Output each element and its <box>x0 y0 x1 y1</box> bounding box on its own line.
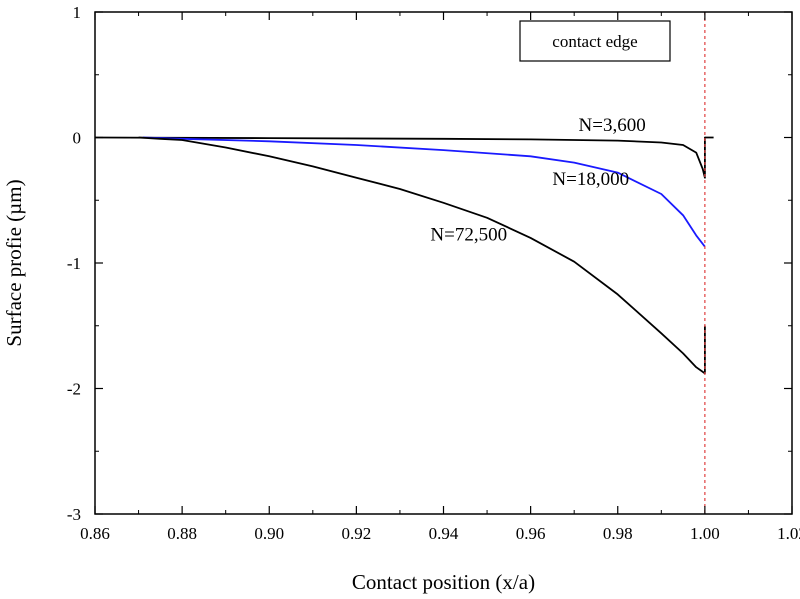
series-label-2: N=18,000 <box>552 169 629 190</box>
legend-box <box>519 20 671 62</box>
x-tick-label: 0.90 <box>254 524 284 543</box>
y-tick-label: 0 <box>73 129 82 148</box>
x-tick-label: 1.02 <box>777 524 800 543</box>
plot-frame-group <box>94 11 793 515</box>
y-tick-label: -3 <box>67 505 81 524</box>
y-tick-label: -2 <box>67 380 81 399</box>
legend-group: contact edge <box>519 20 671 62</box>
series-line-2 <box>142 136 706 248</box>
x-axis-title: Contact position (x/a) <box>352 570 535 594</box>
plot-frame <box>94 11 793 515</box>
x-tick-label: 0.86 <box>80 524 110 543</box>
x-tick-label: 0.92 <box>342 524 372 543</box>
x-tick-label: 1.00 <box>690 524 720 543</box>
y-tick-label: -1 <box>67 254 81 273</box>
y-axis-title: Surface profie (µm) <box>2 179 26 346</box>
x-tick-label: 0.96 <box>516 524 546 543</box>
x-tick-label: 0.98 <box>603 524 633 543</box>
series-group <box>94 136 714 375</box>
series-label-3: N=72,500 <box>430 224 507 245</box>
y-tick-label: 1 <box>73 3 82 22</box>
x-tick-label: 0.88 <box>167 524 197 543</box>
series-label-1: N=3,600 <box>579 115 646 136</box>
ticks-group <box>94 11 793 515</box>
series-line-3 <box>138 136 706 375</box>
x-tick-label: 0.94 <box>429 524 459 543</box>
legend-text: contact edge <box>552 32 637 51</box>
series-line-1 <box>94 136 714 179</box>
labels-group: 0.86 0.88 0.90 0.92 0.94 0.96 0.98 1.00 1.02 1 0 -1… <box>2 3 800 594</box>
